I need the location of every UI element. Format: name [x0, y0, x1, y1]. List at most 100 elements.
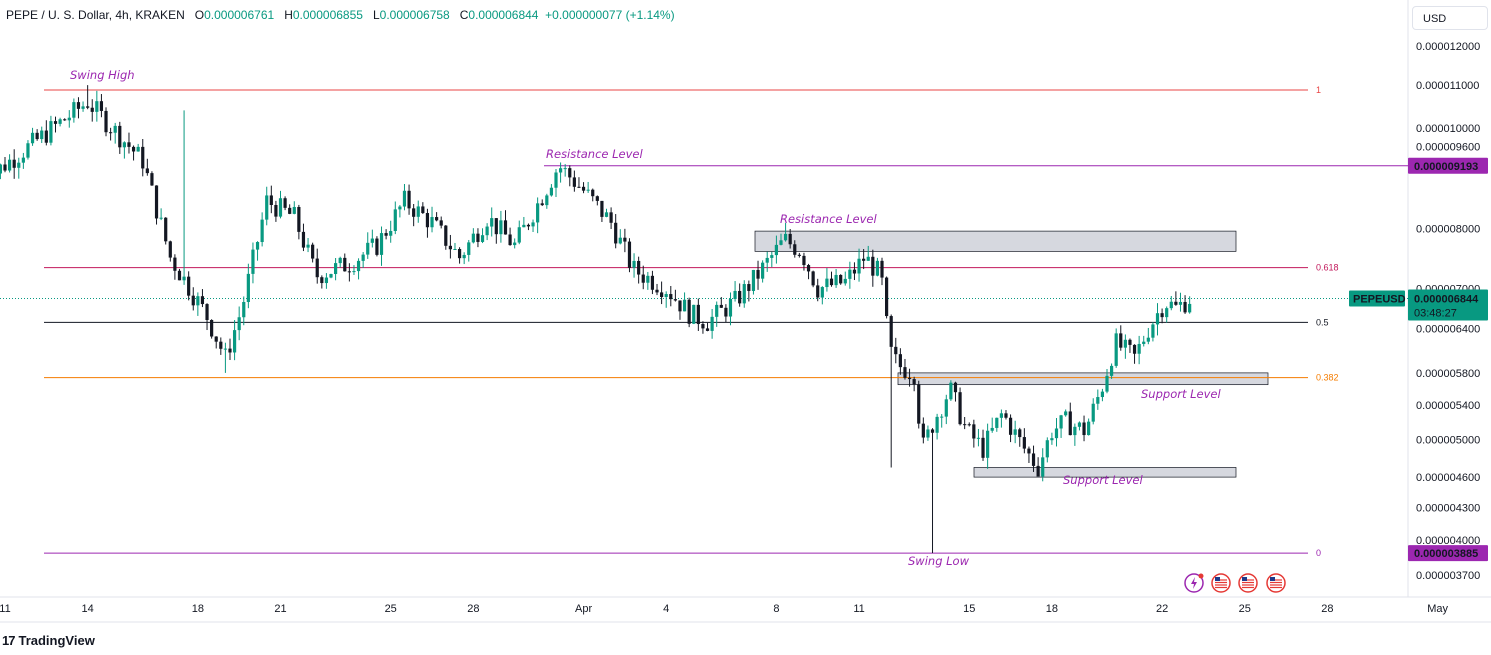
- candle-body[interactable]: [623, 237, 627, 242]
- candle-body[interactable]: [1018, 429, 1022, 438]
- candle-body[interactable]: [632, 260, 636, 268]
- candle-body[interactable]: [214, 336, 218, 342]
- candle-body[interactable]: [425, 213, 430, 228]
- candle-body[interactable]: [724, 307, 728, 317]
- candle-body[interactable]: [999, 413, 1003, 418]
- candle-body[interactable]: [513, 242, 517, 246]
- price-zone[interactable]: [897, 372, 1269, 386]
- candle-body[interactable]: [63, 119, 67, 121]
- candle-body[interactable]: [885, 277, 889, 317]
- candle-body[interactable]: [756, 269, 760, 279]
- candle-body[interactable]: [903, 367, 907, 378]
- candle-body[interactable]: [816, 285, 820, 298]
- candle-body[interactable]: [618, 237, 622, 244]
- candle-body[interactable]: [200, 296, 205, 305]
- candle-body[interactable]: [95, 101, 99, 112]
- price-zone[interactable]: [754, 230, 1237, 252]
- candle-body[interactable]: [857, 258, 861, 274]
- candle-body[interactable]: [265, 195, 269, 220]
- candle-body[interactable]: [802, 255, 806, 266]
- candle-body[interactable]: [86, 106, 90, 108]
- candle-body[interactable]: [614, 222, 618, 244]
- candle-body[interactable]: [600, 200, 604, 217]
- candle-body[interactable]: [292, 206, 296, 214]
- candle-body[interactable]: [1059, 415, 1063, 429]
- candle-body[interactable]: [650, 275, 655, 290]
- candle-body[interactable]: [1146, 337, 1150, 342]
- candle-body[interactable]: [1160, 313, 1164, 318]
- candle-body[interactable]: [329, 274, 333, 278]
- candle-body[interactable]: [384, 233, 388, 236]
- candle-body[interactable]: [1123, 339, 1127, 348]
- candle-body[interactable]: [435, 217, 439, 221]
- candle-body[interactable]: [145, 168, 149, 174]
- candle-body[interactable]: [448, 245, 452, 250]
- candle-body[interactable]: [159, 217, 163, 219]
- candle-body[interactable]: [1142, 341, 1146, 344]
- candle-body[interactable]: [839, 274, 843, 284]
- candle-body[interactable]: [324, 277, 329, 284]
- candle-body[interactable]: [829, 278, 834, 286]
- candle-body[interactable]: [641, 274, 645, 283]
- candle-body[interactable]: [343, 257, 347, 272]
- candle-body[interactable]: [522, 224, 526, 228]
- candle-body[interactable]: [1045, 440, 1049, 458]
- candle-body[interactable]: [788, 233, 792, 245]
- candle-body[interactable]: [499, 220, 503, 235]
- candle-body[interactable]: [480, 235, 485, 242]
- candle-body[interactable]: [935, 416, 939, 433]
- candle-body[interactable]: [177, 270, 182, 281]
- candle-body[interactable]: [246, 273, 250, 303]
- candle-body[interactable]: [595, 196, 599, 201]
- candle-body[interactable]: [228, 348, 232, 353]
- candle-body[interactable]: [627, 241, 632, 268]
- candle-body[interactable]: [669, 294, 673, 300]
- candle-body[interactable]: [421, 206, 425, 214]
- candle-body[interactable]: [255, 242, 260, 250]
- candle-body[interactable]: [17, 162, 21, 168]
- candle-body[interactable]: [990, 427, 994, 431]
- candle-body[interactable]: [402, 190, 407, 207]
- candle-body[interactable]: [76, 102, 81, 109]
- candle-body[interactable]: [503, 220, 508, 235]
- candle-body[interactable]: [366, 242, 370, 255]
- candle-body[interactable]: [581, 186, 586, 191]
- candle-body[interactable]: [586, 189, 590, 191]
- candle-body[interactable]: [412, 208, 416, 217]
- candle-body[interactable]: [3, 164, 7, 171]
- candle-body[interactable]: [1064, 411, 1068, 416]
- candle-body[interactable]: [1004, 413, 1008, 418]
- candle-body[interactable]: [577, 186, 581, 188]
- candle-body[interactable]: [494, 218, 498, 235]
- candle-body[interactable]: [1054, 428, 1059, 439]
- candle-body[interactable]: [444, 225, 448, 246]
- candle-body[interactable]: [67, 117, 71, 121]
- candle-body[interactable]: [1132, 344, 1137, 354]
- candle-body[interactable]: [1087, 421, 1091, 436]
- candle-body[interactable]: [1031, 453, 1036, 466]
- candle-body[interactable]: [770, 255, 774, 258]
- candle-body[interactable]: [0, 164, 3, 174]
- candle-body[interactable]: [609, 212, 613, 223]
- candle-body[interactable]: [205, 304, 209, 321]
- candle-body[interactable]: [1169, 301, 1173, 309]
- candle-body[interactable]: [311, 244, 315, 259]
- candle-body[interactable]: [880, 260, 884, 278]
- candle-body[interactable]: [1178, 301, 1183, 305]
- candle-body[interactable]: [797, 254, 801, 256]
- candle-body[interactable]: [7, 159, 12, 171]
- candle-body[interactable]: [210, 320, 214, 337]
- candle-body[interactable]: [820, 287, 824, 298]
- candle-body[interactable]: [751, 269, 756, 291]
- candle-body[interactable]: [471, 233, 475, 243]
- candle-body[interactable]: [637, 260, 641, 275]
- candle-body[interactable]: [747, 284, 751, 291]
- candle-body[interactable]: [398, 206, 402, 210]
- candle-body[interactable]: [930, 429, 935, 433]
- candle-body[interactable]: [99, 101, 104, 111]
- candle-body[interactable]: [692, 304, 696, 324]
- candle-body[interactable]: [1100, 391, 1105, 398]
- candle-body[interactable]: [976, 437, 981, 439]
- candle-body[interactable]: [1036, 465, 1040, 477]
- candle-body[interactable]: [710, 316, 714, 331]
